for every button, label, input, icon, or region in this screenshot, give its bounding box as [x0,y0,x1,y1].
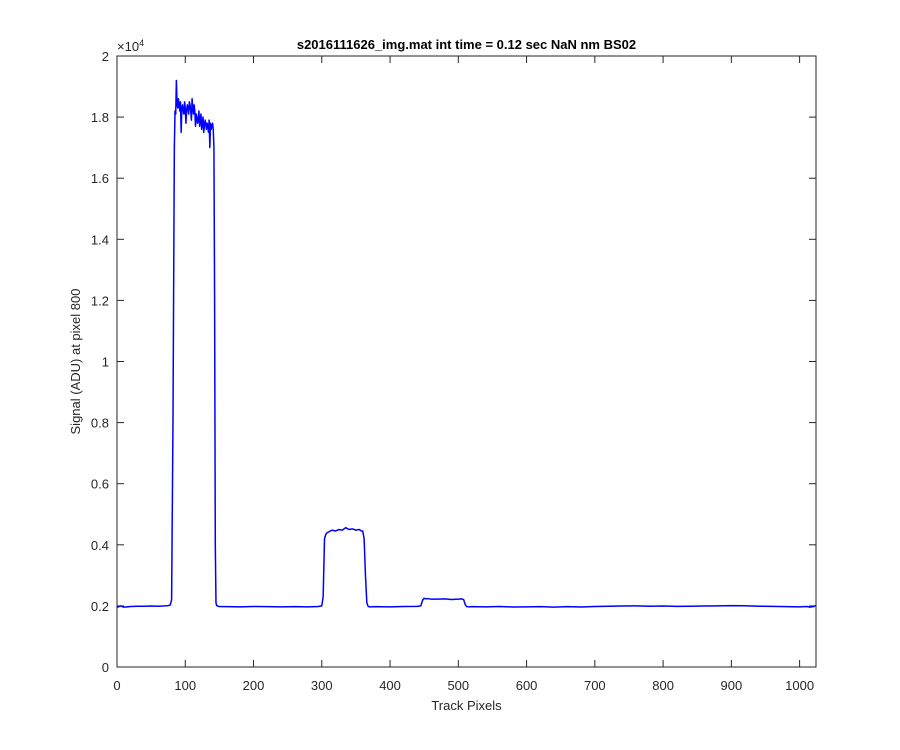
x-tick-label: 400 [379,678,401,693]
y-axis-label: Signal (ADU) at pixel 800 [68,289,83,435]
y-axis-multiplier: ×104 [117,38,144,54]
x-tick-label: 0 [113,678,120,693]
x-tick-label: 300 [311,678,333,693]
y-tick-label: 0 [102,660,109,675]
y-tick-label: 0.8 [91,416,109,431]
x-tick-label: 1000 [785,678,814,693]
x-tick-label: 100 [174,678,196,693]
y-tick-label: 2 [102,49,109,64]
y-tick-label: 1.8 [91,110,109,125]
axes-box [116,55,817,668]
x-axis-label: Track Pixels [431,698,502,713]
x-tick-label: 800 [652,678,674,693]
x-tick-label: 500 [447,678,469,693]
y-multiplier-exponent: 4 [139,38,144,48]
axis-tick-labels: 0 100 200 300 400 500 600 700 800 900 1000 0 0.2 0.4 0… [91,49,814,693]
x-tick-label: 600 [516,678,538,693]
chart-title: s2016111626_img.mat int time = 0.12 sec … [297,37,636,52]
svg-text:×104: ×104 [117,38,144,54]
y-tick-label: 1.4 [91,232,109,247]
signal-series-line [116,79,817,609]
x-tick-label: 700 [584,678,606,693]
x-tick-label: 900 [721,678,743,693]
x-tick-label: 200 [243,678,265,693]
plot-area [117,56,816,667]
y-tick-label: 1 [102,355,109,370]
y-tick-label: 0.2 [91,599,109,614]
y-tick-label: 1.6 [91,171,109,186]
y-tick-label: 0.6 [91,477,109,492]
y-multiplier-base: ×10 [117,39,139,54]
y-tick-label: 1.2 [91,293,109,308]
y-tick-label: 0.4 [91,538,109,553]
